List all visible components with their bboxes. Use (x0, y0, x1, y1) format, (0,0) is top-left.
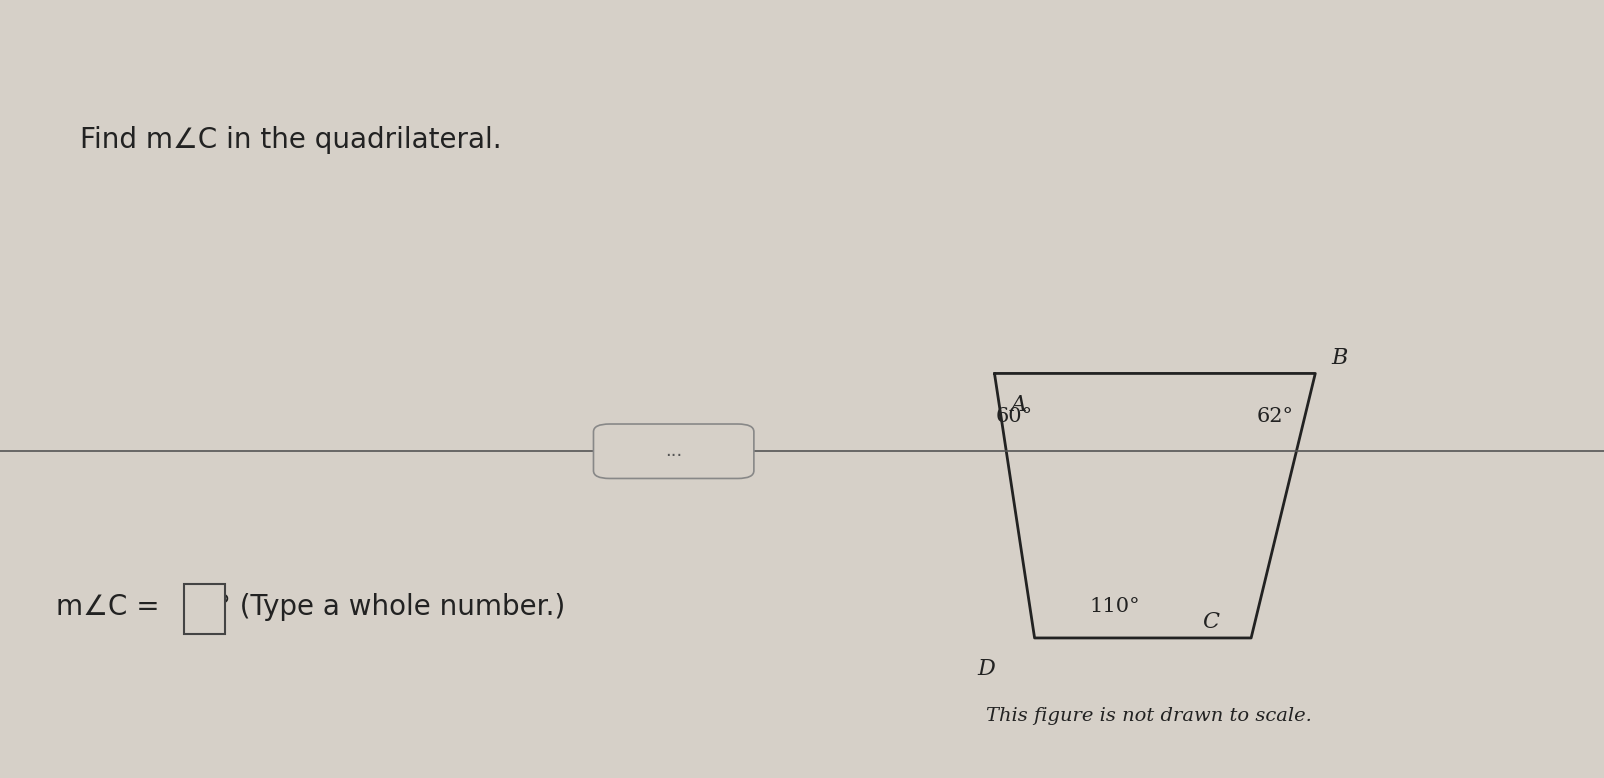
Text: Find m∠C in the quadrilateral.: Find m∠C in the quadrilateral. (80, 126, 502, 154)
Text: This figure is not drawn to scale.: This figure is not drawn to scale. (986, 706, 1312, 725)
FancyBboxPatch shape (593, 424, 754, 478)
Text: D: D (977, 658, 996, 680)
Text: 62°: 62° (1256, 407, 1294, 426)
Text: ° (Type a whole number.): ° (Type a whole number.) (217, 593, 565, 621)
Text: ...: ... (666, 442, 682, 461)
Text: m∠C =: m∠C = (56, 593, 160, 621)
Text: A: A (1011, 394, 1027, 415)
Text: 60°: 60° (994, 407, 1033, 426)
Text: 110°: 110° (1089, 598, 1140, 616)
Text: B: B (1331, 347, 1347, 369)
FancyBboxPatch shape (184, 584, 225, 634)
Text: C: C (1203, 612, 1219, 633)
